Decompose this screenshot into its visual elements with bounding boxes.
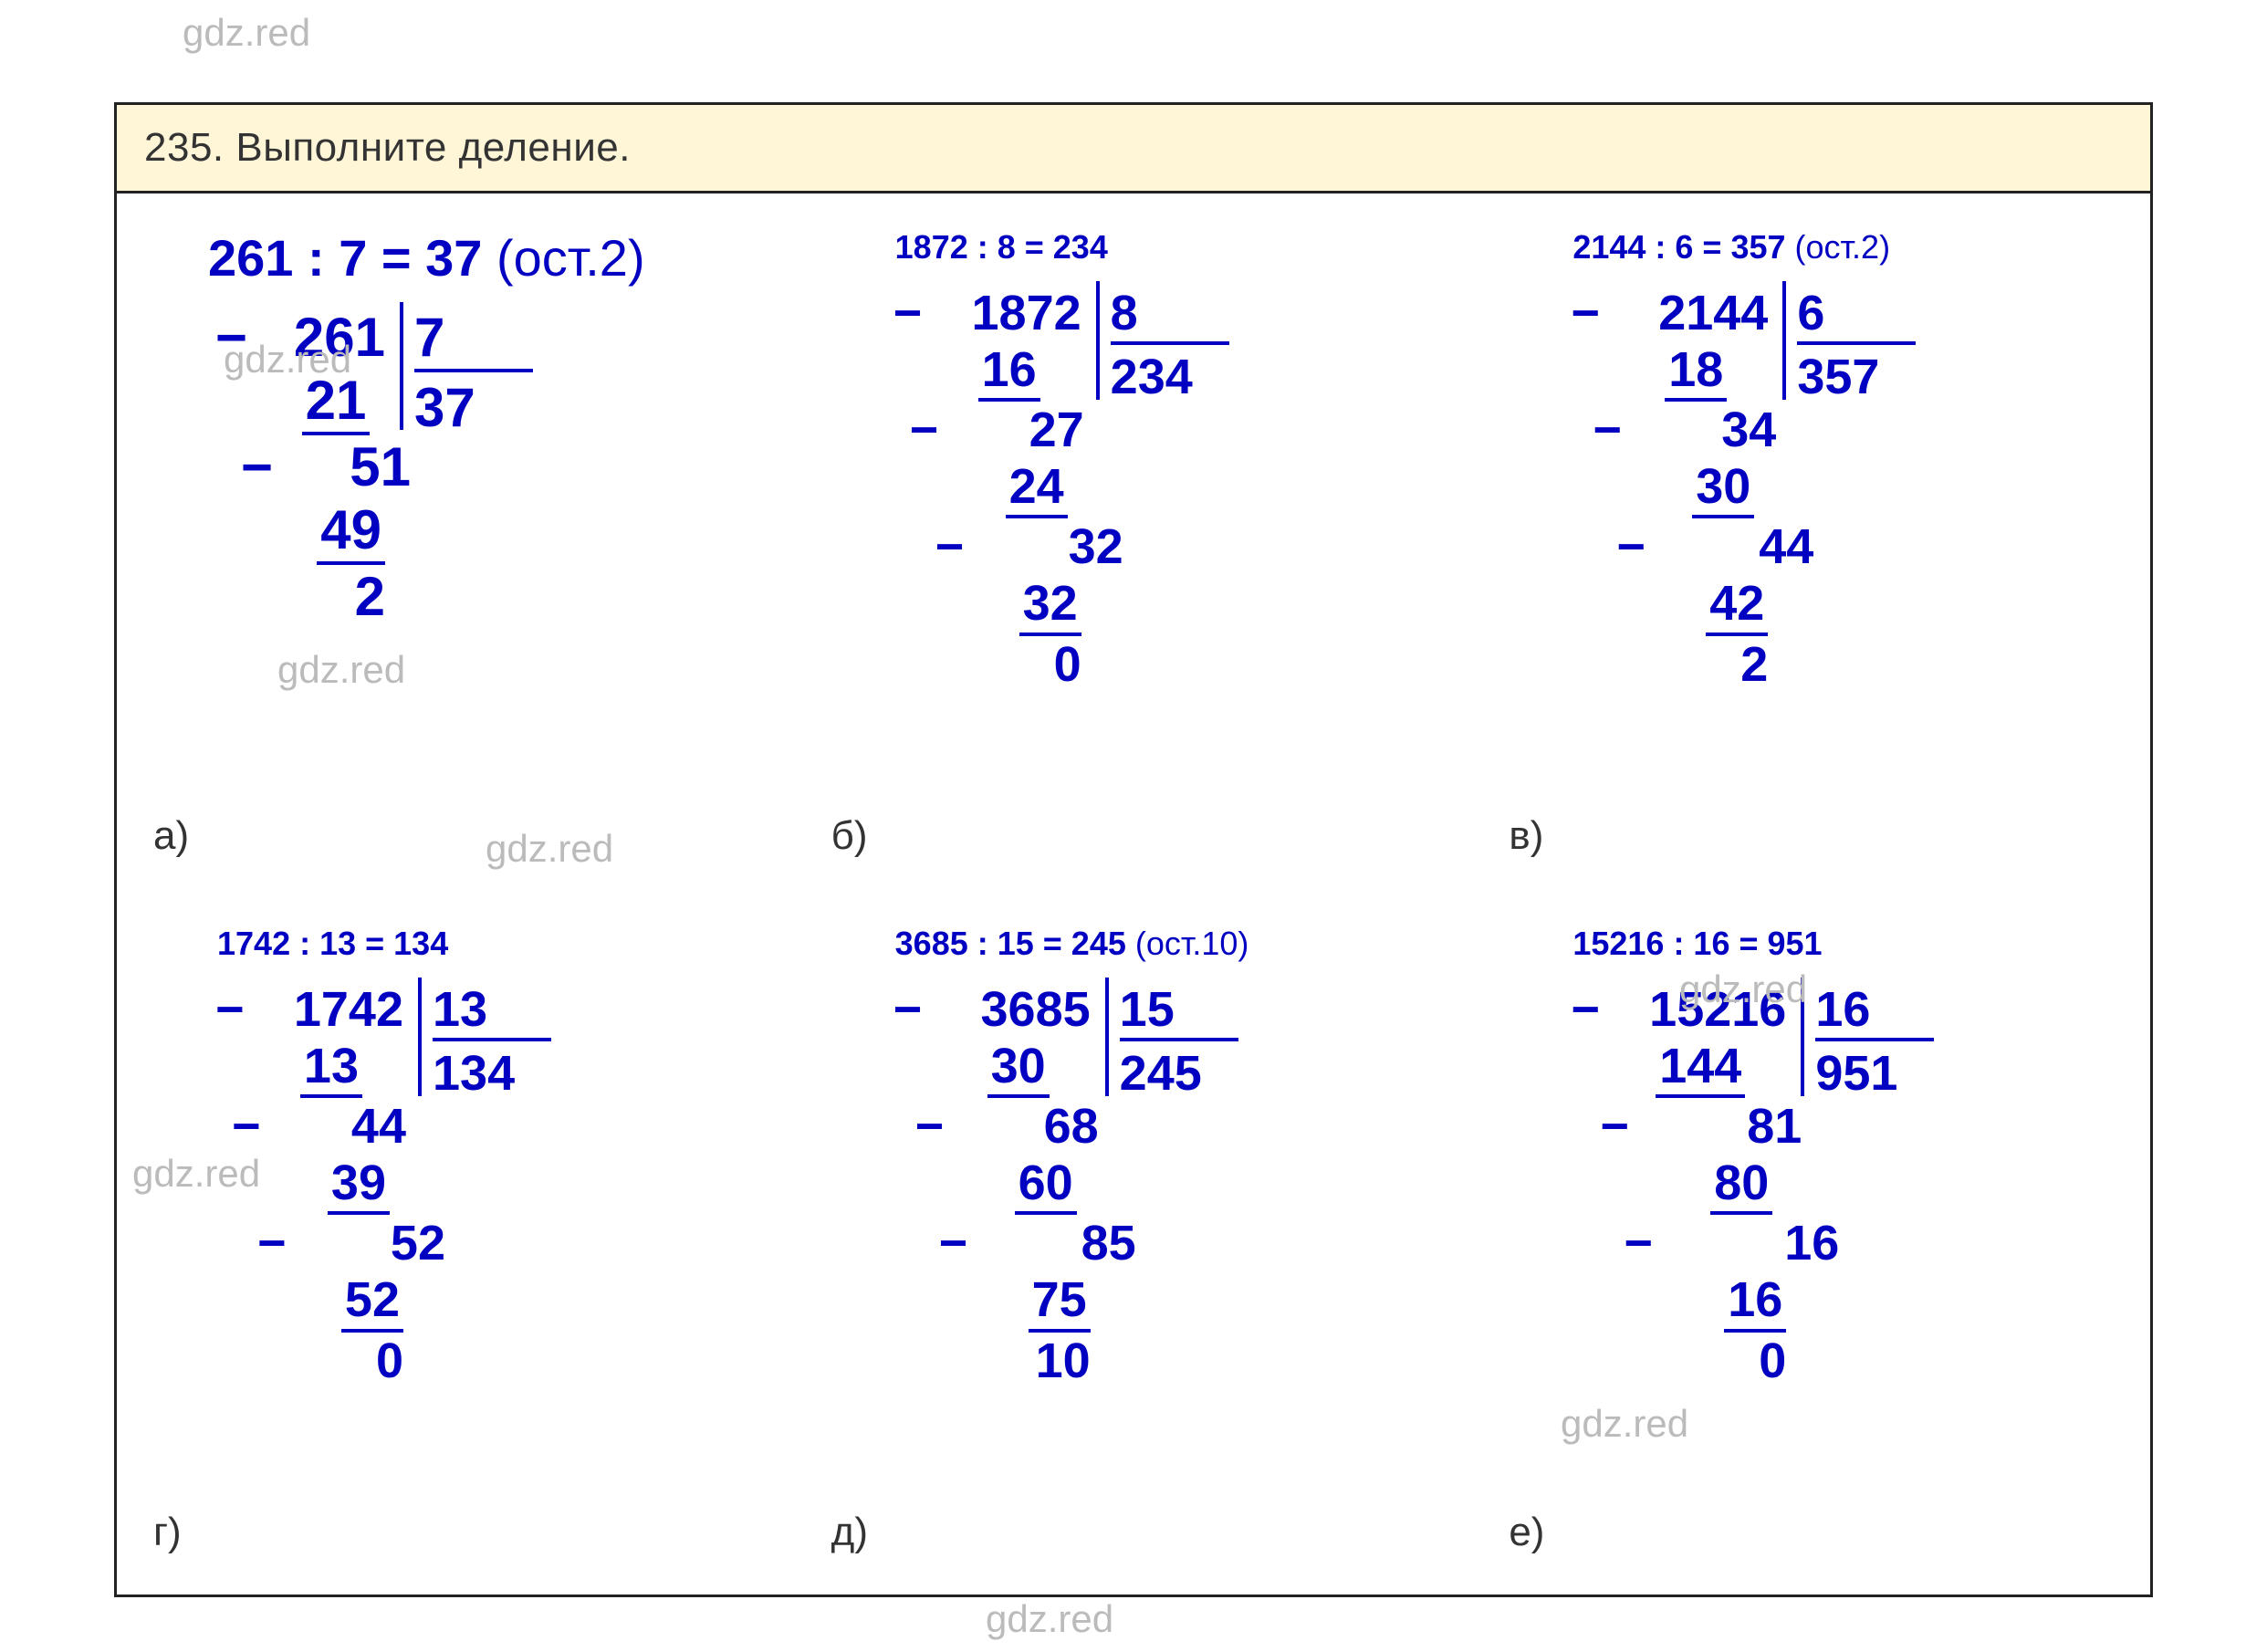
step: 2 — [245, 565, 385, 628]
cell-label-b: б) — [831, 813, 868, 859]
longdiv-v: 2144 18 34 30 44 42 2 6 357 — [1600, 285, 2132, 693]
step: 52 — [341, 1271, 403, 1332]
step: 80 — [1710, 1155, 1772, 1215]
quotient: 245 — [1120, 1045, 1238, 1102]
step: 2 — [1600, 636, 1768, 693]
longdiv-g: 1742 13 44 39 52 52 0 13 134 — [245, 981, 777, 1389]
divisor: 16 — [1815, 981, 1934, 1041]
dividend: 2144 — [1600, 285, 1768, 341]
problem-header: 235. Выполните деление. — [117, 105, 2150, 193]
longdiv-d: 3685 30 68 60 85 75 10 15 245 — [923, 981, 1455, 1389]
divisor: 13 — [433, 981, 551, 1041]
cell-e: 15216 : 16 = 951 15216 144 81 80 16 16 0… — [1472, 890, 2150, 1586]
problems-grid: 261 : 7 = 37 (ост.2) 261 21 51 49 2 7 37 — [117, 193, 2150, 1586]
quotient: 951 — [1815, 1045, 1934, 1102]
cell-label-a: а) — [153, 813, 189, 859]
cell-label-e: е) — [1509, 1510, 1544, 1555]
cell-a: 261 : 7 = 37 (ост.2) 261 21 51 49 2 7 37 — [117, 193, 795, 890]
step: 39 — [328, 1155, 390, 1215]
step: 21 — [302, 369, 371, 435]
eq-text: 2144 : 6 = 357 — [1572, 228, 1785, 266]
step: 68 — [1044, 1099, 1099, 1154]
eq-remainder: (ост.10) — [1126, 925, 1249, 962]
dividend: 1742 — [245, 981, 403, 1038]
watermark: gdz.red — [183, 11, 310, 55]
equation-v: 2144 : 6 = 357 (ост.2) — [1572, 228, 2132, 267]
step: 85 — [968, 1215, 1136, 1271]
quotient: 357 — [1797, 349, 1916, 405]
content-frame: 235. Выполните деление. 261 : 7 = 37 (ос… — [114, 102, 2153, 1597]
step: 42 — [1706, 575, 1768, 635]
equation-d: 3685 : 15 = 245 (ост.10) — [895, 925, 1455, 963]
step: 144 — [1656, 1038, 1745, 1098]
quotient: 234 — [1111, 349, 1229, 405]
cell-g: 1742 : 13 = 134 1742 13 44 39 52 52 0 13 — [117, 890, 795, 1586]
longdiv-e: 15216 144 81 80 16 16 0 16 951 — [1600, 981, 2132, 1389]
equation-b: 1872 : 8 = 234 — [895, 228, 1455, 267]
step: 60 — [1015, 1155, 1077, 1215]
step: 24 — [1006, 458, 1068, 518]
step: 44 — [1645, 518, 1813, 575]
longdiv-b: 1872 16 27 24 32 32 0 8 234 — [923, 285, 1455, 693]
step: 30 — [987, 1038, 1050, 1098]
step: 44 — [351, 1099, 406, 1154]
step: 13 — [300, 1038, 362, 1098]
equation-a: 261 : 7 = 37 (ост.2) — [208, 228, 777, 288]
step: 49 — [317, 498, 385, 565]
eq-remainder: (ост.2) — [1786, 228, 1891, 266]
longdiv-a: 261 21 51 49 2 7 37 — [245, 306, 777, 628]
eq-text: 261 : 7 = 37 — [208, 229, 482, 287]
dividend: 261 — [245, 306, 385, 369]
step: 10 — [923, 1333, 1091, 1389]
step: 0 — [245, 1333, 403, 1389]
step: 16 — [978, 341, 1040, 402]
step: 52 — [287, 1215, 445, 1271]
cell-d: 3685 : 15 = 245 (ост.10) 3685 30 68 60 8… — [795, 890, 1473, 1586]
step: 0 — [923, 636, 1081, 693]
cell-label-v: в) — [1509, 813, 1543, 859]
dividend: 15216 — [1600, 981, 1786, 1038]
cell-b: 1872 : 8 = 234 1872 16 27 24 32 32 0 8 — [795, 193, 1473, 890]
step: 32 — [1019, 575, 1081, 635]
divisor: 6 — [1797, 285, 1916, 345]
divisor: 15 — [1120, 981, 1238, 1041]
quotient: 134 — [433, 1045, 551, 1102]
dividend: 3685 — [923, 981, 1091, 1038]
step: 18 — [1665, 341, 1727, 402]
equation-g: 1742 : 13 = 134 — [217, 925, 777, 963]
cell-label-g: г) — [153, 1510, 182, 1555]
eq-remainder: (ост.2) — [482, 229, 644, 287]
watermark: gdz.red — [986, 1597, 1113, 1641]
cell-label-d: д) — [831, 1510, 868, 1555]
step: 81 — [1747, 1099, 1802, 1154]
dividend: 1872 — [923, 285, 1081, 341]
step: 34 — [1721, 403, 1776, 457]
step: 16 — [1724, 1271, 1786, 1332]
step: 30 — [1692, 458, 1754, 518]
eq-text: 3685 : 15 = 245 — [895, 925, 1126, 962]
step: 16 — [1653, 1215, 1839, 1271]
step: 51 — [270, 435, 411, 498]
step: 27 — [1029, 403, 1084, 457]
divisor: 8 — [1111, 285, 1229, 345]
step: 0 — [1600, 1333, 1786, 1389]
cell-v: 2144 : 6 = 357 (ост.2) 2144 18 34 30 44 … — [1472, 193, 2150, 890]
step: 32 — [965, 518, 1123, 575]
step: 75 — [1029, 1271, 1091, 1332]
equation-e: 15216 : 16 = 951 — [1572, 925, 2132, 963]
quotient: 37 — [414, 376, 533, 439]
divisor: 7 — [414, 306, 533, 372]
